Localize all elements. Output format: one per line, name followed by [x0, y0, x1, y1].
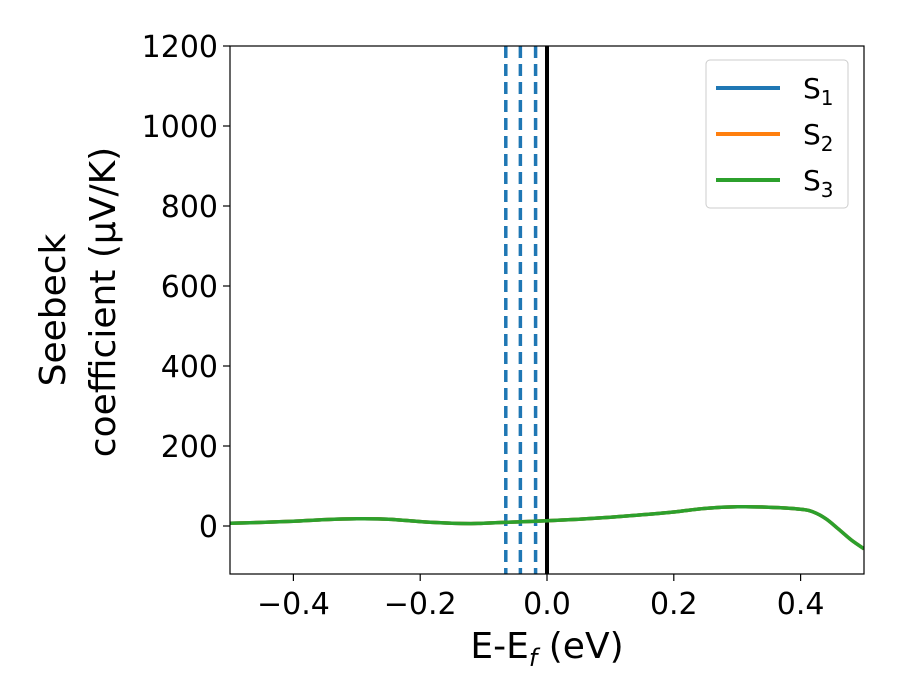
y-tick-label: 1000: [142, 110, 218, 145]
series-line-S3: [230, 504, 864, 551]
x-axis: −0.4 −0.2 0.0 0.2 0.4: [257, 574, 824, 622]
y-tick-label: 0: [199, 510, 218, 545]
legend-label-S2: S2: [803, 118, 834, 156]
y-axis-title-line2: coefficient (μV/K): [83, 147, 124, 457]
x-tick-label: 0.2: [650, 587, 698, 622]
x-axis-title-unit: (eV): [537, 626, 623, 667]
x-axis-title: E-Ef (eV): [470, 626, 623, 672]
y-axis: 0 200 400 600 800 1000 1200: [142, 30, 230, 545]
legend-label-S3: S3: [803, 164, 834, 202]
reference-lines: [504, 46, 549, 574]
x-tick-label: 0.4: [777, 587, 825, 622]
y-axis-title-line1: Seebeck: [33, 233, 74, 386]
y-tick-label: 1200: [142, 30, 218, 65]
legend: S1 S2 S3: [705, 59, 849, 209]
x-tick-label: 0.0: [523, 587, 571, 622]
x-tick-label: −0.2: [384, 587, 457, 622]
x-axis-title-main: E-E: [470, 626, 528, 667]
x-tick-label: −0.4: [257, 587, 330, 622]
y-tick-label: 400: [161, 350, 218, 385]
y-tick-label: 800: [161, 190, 218, 225]
legend-label-S1: S1: [803, 72, 834, 110]
y-tick-label: 200: [161, 430, 218, 465]
series-lines: [230, 504, 864, 551]
y-tick-label: 600: [161, 270, 218, 305]
